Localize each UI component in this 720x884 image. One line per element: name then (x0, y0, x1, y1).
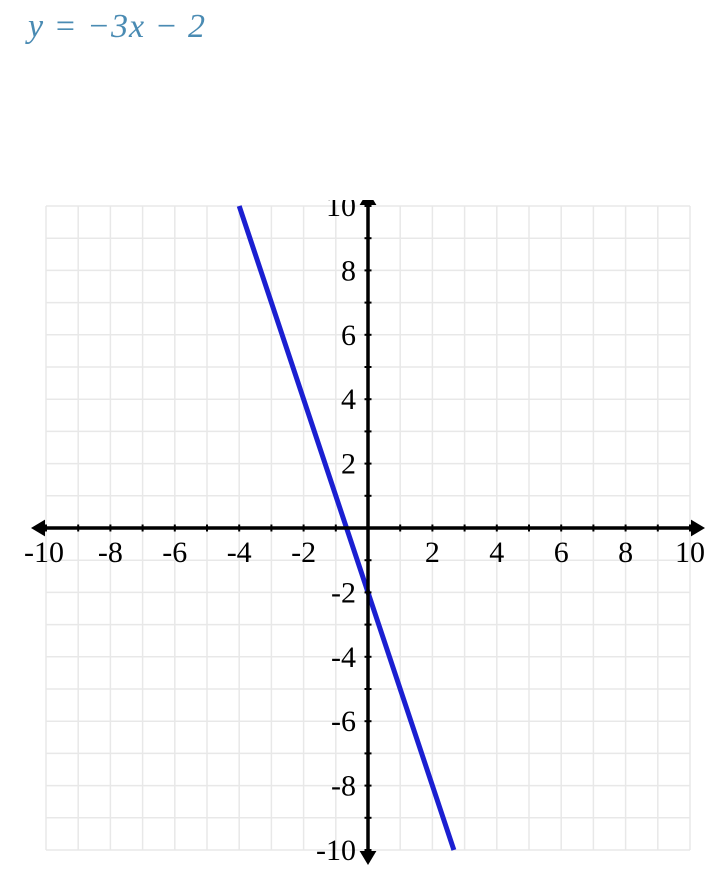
equation-text: y = −3x − 2 (28, 8, 206, 46)
svg-text:-4: -4 (227, 536, 252, 569)
svg-text:-6: -6 (162, 536, 187, 569)
svg-text:4: 4 (489, 536, 504, 569)
svg-text:6: 6 (554, 536, 569, 569)
svg-text:-6: -6 (331, 705, 356, 738)
svg-text:2: 2 (425, 536, 440, 569)
svg-text:-2: -2 (291, 536, 316, 569)
line-chart: -10 -8 -6 -4 -2 2 4 6 8 10 10 8 6 4 2 -2 -4 -6 -8 -10 (0, 200, 720, 870)
svg-text:-8: -8 (98, 536, 123, 569)
svg-text:10: 10 (326, 200, 356, 223)
svg-text:8: 8 (341, 254, 356, 287)
svg-text:2: 2 (341, 448, 356, 481)
svg-text:-4: -4 (331, 641, 356, 674)
svg-text:-2: -2 (331, 576, 356, 609)
svg-text:-10: -10 (316, 834, 356, 867)
svg-text:6: 6 (341, 319, 356, 352)
chart-container: -10 -8 -6 -4 -2 2 4 6 8 10 10 8 6 4 2 -2 -4 -6 -8 -10 (0, 200, 720, 870)
svg-text:-8: -8 (331, 770, 356, 803)
svg-text:4: 4 (341, 383, 356, 416)
svg-text:-10: -10 (24, 536, 64, 569)
svg-text:10: 10 (675, 536, 705, 569)
svg-text:8: 8 (618, 536, 633, 569)
